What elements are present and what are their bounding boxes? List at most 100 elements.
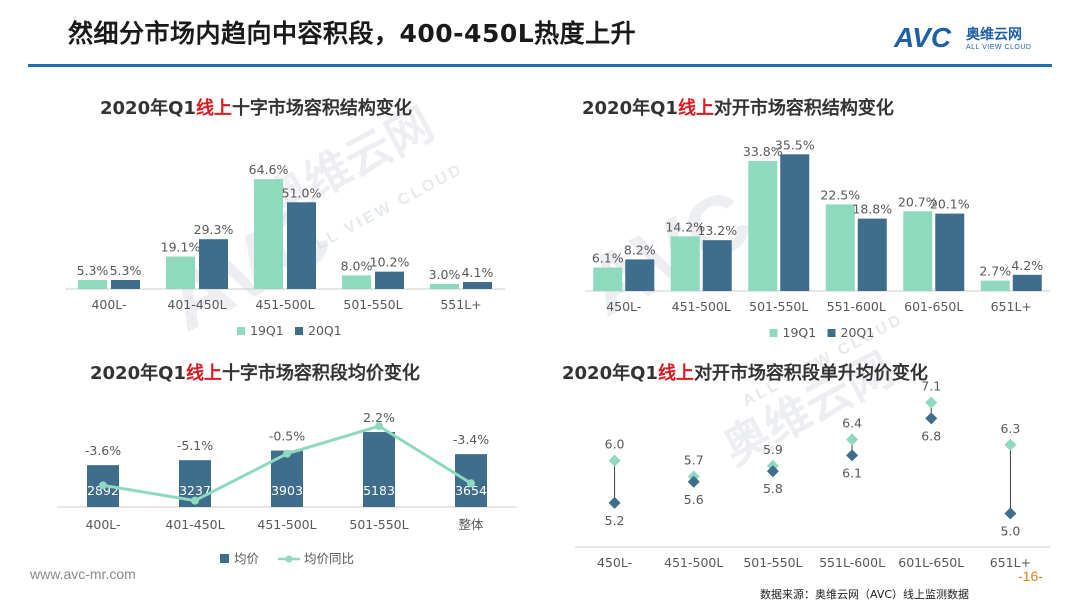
c1-data-label: 29.3% [194, 222, 234, 237]
c2-bar-19Q1 [593, 267, 623, 291]
chart3-title-hl: 线上 [185, 363, 222, 384]
header-divider [28, 64, 1052, 67]
c4-tick-label: 450L- [597, 555, 632, 570]
c2-data-label: 20.7% [898, 194, 938, 209]
chart3-title-pre: 2020年Q1 [90, 363, 186, 384]
c3-tick-label: 整体 [458, 517, 484, 532]
c1-bar-20Q1 [463, 282, 492, 289]
c1-bar-20Q1 [111, 279, 140, 289]
c1-legend-label: 20Q1 [308, 323, 342, 338]
c2-tick-label: 651L+ [991, 299, 1032, 314]
c1-legend-label: 19Q1 [250, 323, 284, 338]
c2-tick-label: 450L- [606, 299, 641, 314]
c1-tick-label: 451-500L [255, 297, 314, 312]
c3-line-point [375, 422, 383, 431]
c2-tick-label: 451-500L [672, 299, 731, 314]
chart1-title: 2020年Q1线上十字市场容积结构变化 [100, 94, 412, 120]
c2-bar-20Q1 [702, 240, 732, 291]
chart4-title-pre: 2020年Q1 [562, 363, 658, 384]
c1-bar-19Q1 [430, 283, 459, 289]
c2-bar-19Q1 [748, 160, 778, 291]
c4-upper-marker [925, 396, 938, 409]
chart1-title-pre: 2020年Q1 [100, 98, 196, 119]
c3-line-label: 2.2% [363, 410, 395, 425]
chart4-title-post: 对开市场容积段单升均价变化 [693, 363, 928, 384]
c4-lower-marker [846, 449, 859, 462]
c4-lower-label: 5.6 [684, 492, 704, 507]
c4-upper-label: 6.4 [842, 416, 862, 431]
c4-lower-marker [687, 475, 700, 488]
c4-lower-label: 6.1 [842, 465, 862, 480]
c4-upper-label: 7.1 [921, 379, 941, 394]
chart2-title-post: 对开市场容积结构变化 [713, 98, 894, 119]
c3-tick-label: 400L- [85, 517, 120, 532]
c1-bar-19Q1 [342, 275, 371, 289]
c4-lower-label: 5.8 [763, 481, 783, 496]
c3-tick-label: 501-550L [349, 517, 408, 532]
c1-bar-20Q1 [199, 239, 228, 289]
c2-bar-19Q1 [980, 280, 1010, 291]
chart2-title-pre: 2020年Q1 [582, 98, 678, 119]
c1-data-label: 19.1% [161, 240, 201, 255]
c4-upper-marker [846, 433, 859, 446]
c4-upper-marker [1004, 438, 1017, 451]
chart4-title: 2020年Q1线上对开市场容积段单升均价变化 [562, 359, 928, 385]
c3-line-point [191, 496, 199, 505]
chart4-title-hl: 线上 [657, 363, 694, 384]
c1-tick-label: 501-550L [343, 297, 402, 312]
c2-legend-swatch [827, 329, 836, 337]
c2-tick-label: 501-550L [749, 299, 808, 314]
c2-data-label: 8.2% [624, 242, 656, 257]
logo-cn: 奥维云网 [966, 27, 1022, 43]
c4-lower-marker [766, 465, 779, 478]
c3-line-label: -5.1% [177, 438, 213, 453]
c4-tick-label: 651L+ [990, 555, 1031, 570]
c2-data-label: 33.8% [743, 144, 783, 159]
c2-data-label: 2.7% [979, 264, 1011, 279]
c1-tick-label: 401-450L [167, 297, 226, 312]
c3-legend-swatch [220, 554, 229, 563]
c2-tick-label: 601-650L [904, 299, 963, 314]
c4-tick-label: 551L-600L [819, 555, 885, 570]
c2-data-label: 14.2% [665, 219, 705, 234]
c1-data-label: 3.0% [429, 267, 461, 282]
c4-upper-marker [608, 454, 621, 467]
c2-bar-20Q1 [935, 213, 965, 291]
c2-legend-swatch [769, 329, 778, 337]
c1-data-label: 64.6% [249, 162, 289, 177]
c2-bar-20Q1 [1012, 274, 1042, 291]
chart3-title: 2020年Q1线上十字市场容积段均价变化 [90, 359, 420, 385]
c2-bar-20Q1 [857, 218, 887, 291]
c3-bar [363, 432, 395, 507]
logo-en: ALL VIEW CLOUD [966, 44, 1032, 51]
c4-upper-label: 6.0 [605, 437, 625, 452]
c3-bar-label: 3237 [179, 483, 211, 498]
c4-lower-label: 5.0 [1000, 523, 1020, 538]
c3-line-label: -0.5% [269, 429, 305, 444]
c1-data-label: 4.1% [462, 265, 494, 280]
c4-lower-label: 5.2 [605, 513, 625, 528]
page-title: 然细分市场内趋向中容积段，400-450L热度上升 [68, 19, 637, 48]
logo-mark: AVC [894, 22, 952, 53]
c3-legend-swatch [285, 555, 293, 563]
c1-bar-19Q1 [166, 256, 195, 289]
c1-tick-label: 400L- [91, 297, 126, 312]
c3-tick-label: 401-450L [165, 517, 224, 532]
c1-data-label: 10.2% [370, 255, 410, 270]
c4-tick-label: 601L-650L [898, 555, 964, 570]
c1-legend-swatch [237, 327, 245, 335]
c1-bar-19Q1 [254, 179, 283, 289]
c1-tick-label: 551L+ [440, 297, 481, 312]
c2-data-label: 20.1% [930, 197, 970, 212]
chart2-title: 2020年Q1线上对开市场容积结构变化 [582, 94, 894, 120]
c4-tick-label: 501-550L [743, 555, 802, 570]
c3-line-point [467, 479, 475, 488]
c2-legend-label: 19Q1 [783, 325, 817, 340]
c2-data-label: 35.5% [775, 137, 815, 152]
c2-legend-label: 20Q1 [841, 325, 875, 340]
c2-bar-19Q1 [825, 204, 855, 291]
c2-bar-19Q1 [670, 236, 700, 291]
c1-data-label: 8.0% [341, 258, 373, 273]
c4-lower-marker [608, 496, 621, 509]
